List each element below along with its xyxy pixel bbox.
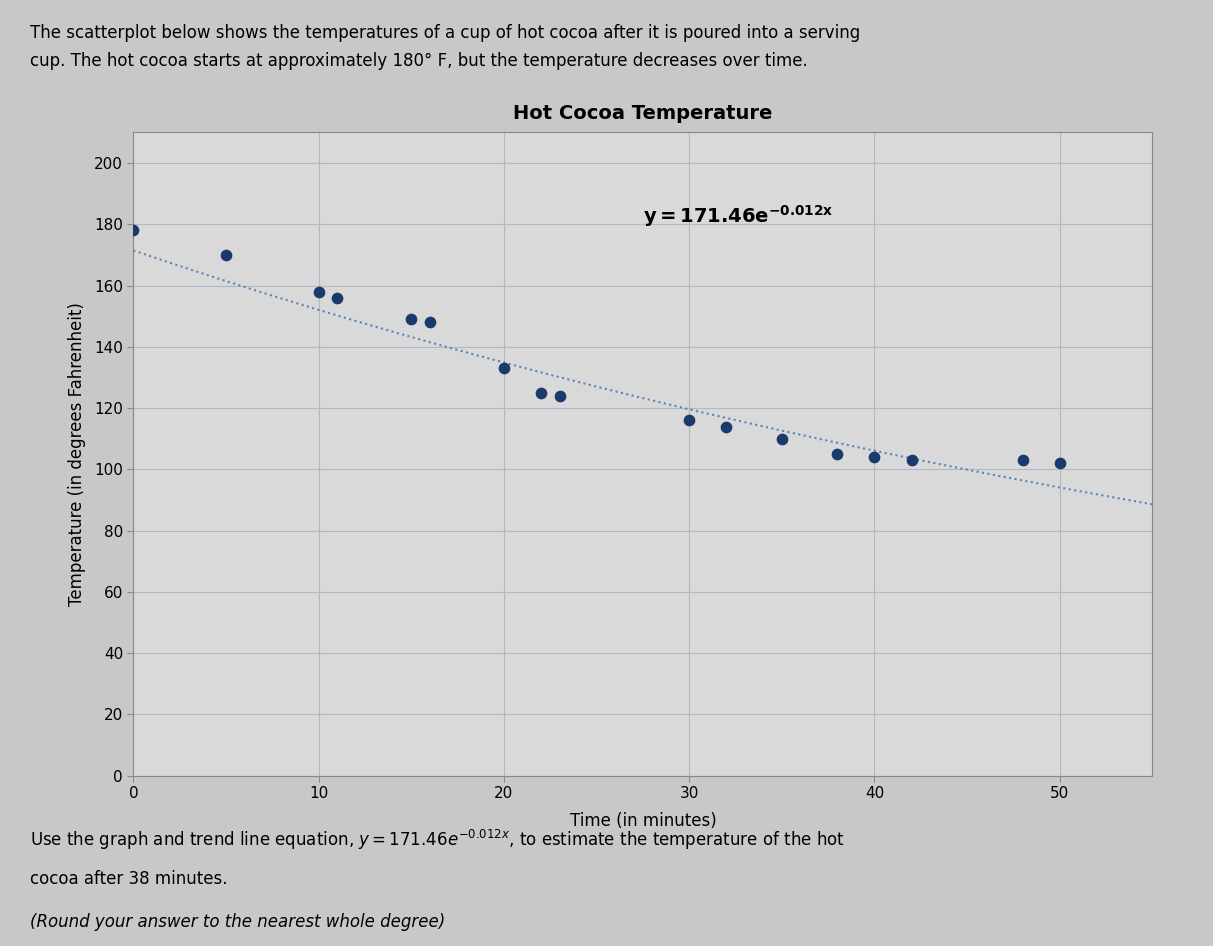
Text: (Round your answer to the nearest whole degree): (Round your answer to the nearest whole … (30, 913, 445, 931)
Text: Use the graph and trend line equation, $y = 171.46e^{-0.012x}$, to estimate the : Use the graph and trend line equation, $… (30, 828, 845, 851)
Point (865, 449, 884, 464)
Point (679, 412, 699, 428)
Point (1050, 456, 1070, 471)
Point (328, 290, 347, 306)
Point (717, 419, 736, 434)
Point (309, 284, 329, 299)
Y-axis label: Temperature (in degrees Fahrenheit): Temperature (in degrees Fahrenheit) (68, 302, 86, 606)
X-axis label: Time (in minutes): Time (in minutes) (570, 813, 716, 831)
Point (420, 315, 439, 330)
Point (402, 312, 421, 327)
Point (1013, 452, 1032, 467)
Point (494, 360, 513, 376)
Title: Hot Cocoa Temperature: Hot Cocoa Temperature (513, 103, 773, 123)
Point (901, 452, 921, 467)
Point (827, 447, 847, 462)
Text: cocoa after 38 minutes.: cocoa after 38 minutes. (30, 870, 228, 888)
Point (773, 431, 792, 447)
Point (124, 223, 143, 238)
Text: cup. The hot cocoa starts at approximately 180° F, but the temperature decreases: cup. The hot cocoa starts at approximate… (30, 52, 808, 70)
Point (216, 248, 235, 263)
Point (549, 388, 569, 403)
Text: $\mathbf{y = 171.46e^{-0.012x}}$: $\mathbf{y = 171.46e^{-0.012x}}$ (643, 203, 833, 229)
Text: The scatterplot below shows the temperatures of a cup of hot cocoa after it is p: The scatterplot below shows the temperat… (30, 24, 860, 42)
Point (531, 385, 551, 400)
